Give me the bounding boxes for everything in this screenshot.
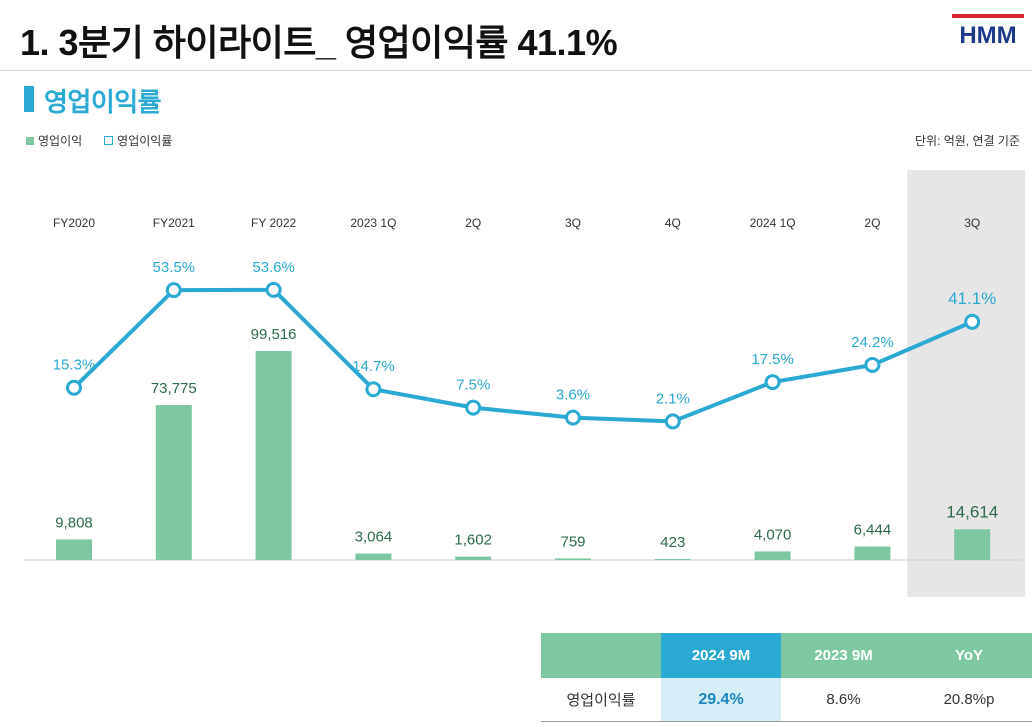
bar (754, 551, 791, 560)
summary-table: 2024 9M 2023 9M YoY 영업이익률 29.4% 8.6% 20.… (541, 633, 1032, 722)
line-marker (165, 282, 182, 299)
line-value-label: 17.5% (751, 351, 794, 368)
logo-text: HMM (959, 22, 1016, 46)
category-label: 3Q (565, 216, 581, 230)
legend-bar-swatch (26, 136, 34, 145)
category-label: 2Q (864, 216, 880, 230)
bar (954, 529, 991, 560)
legend-line-swatch (104, 136, 114, 145)
line-value-label: 15.3% (53, 357, 96, 374)
bar-value-label: 1,602 (454, 532, 492, 549)
category-label: 2024 1Q (750, 216, 796, 230)
line-marker (764, 374, 781, 391)
summary-header-2023-9m: 2023 9M (781, 633, 906, 678)
bar (854, 546, 891, 560)
bar (654, 559, 691, 560)
legend-bar-label: 영업이익 (38, 134, 83, 148)
category-label: 2023 1Q (350, 216, 396, 230)
summary-header-2024-9m: 2024 9M (661, 633, 781, 678)
line-value-label: 53.5% (153, 259, 196, 276)
line-value-label: 41.1% (948, 289, 996, 308)
line-marker (265, 281, 282, 298)
category-label: 4Q (665, 216, 681, 230)
bar (155, 405, 192, 560)
bar-value-label: 9,808 (55, 514, 93, 531)
line-value-label: 53.6% (252, 259, 295, 276)
summary-cell-yoy: 20.8%p (906, 678, 1032, 722)
highlight-column (907, 170, 1026, 597)
line-marker (864, 356, 881, 373)
line-value-label: 24.2% (851, 334, 894, 351)
category-label: 3Q (964, 216, 980, 230)
bar (455, 556, 492, 560)
bar-value-label: 3,064 (355, 529, 393, 546)
logo-red-stripe (952, 14, 1024, 18)
profit-chart: FY2020 FY2021 FY 2022 2023 1Q 2Q 3Q 4Q 2024 1Q 2… (24, 170, 1026, 597)
bar-value-label: 6,444 (854, 521, 892, 538)
line-value-label: 7.5% (456, 377, 490, 394)
summary-row-label: 영업이익률 (541, 678, 661, 722)
bar-value-label: 4,070 (754, 526, 792, 543)
category-label: FY2021 (153, 216, 195, 230)
line-value-label: 2.1% (656, 390, 690, 407)
line-value-label: 14.7% (352, 358, 395, 375)
bar-value-label: 759 (560, 533, 585, 550)
title-divider (0, 70, 1032, 71)
category-label: 2Q (465, 216, 481, 230)
line-marker (565, 409, 581, 426)
page-title: 1. 3분기 하이라이트_ 영업이익률 41.1% (20, 22, 618, 63)
summary-header-yoy: YoY (906, 633, 1032, 678)
line-marker (664, 413, 681, 430)
summary-cell-2024-9m: 29.4% (661, 678, 781, 722)
section-marker (24, 86, 34, 112)
line-value-label: 3.6% (556, 387, 590, 404)
summary-row: 영업이익률 29.4% 8.6% 20.8%p (541, 678, 1032, 722)
summary-header-blank (541, 633, 661, 678)
bar (555, 558, 591, 560)
bar (355, 553, 392, 560)
line-marker (365, 381, 382, 398)
category-label: FY2020 (53, 216, 95, 230)
unit-note: 단위: 억원, 연결 기준 (915, 134, 1020, 148)
hmm-logo: HMM (952, 14, 1024, 46)
bar-value-label: 14,614 (946, 502, 998, 521)
summary-cell-2023-9m: 8.6% (781, 678, 906, 722)
margin-line (72, 287, 973, 424)
summary-header-row: 2024 9M 2023 9M YoY (541, 633, 1032, 678)
line-marker (66, 379, 82, 396)
bar-value-label: 99,516 (251, 326, 297, 343)
line-marker (964, 313, 981, 330)
section-title: 영업이익률 (44, 87, 162, 117)
category-label: FY 2022 (251, 216, 296, 230)
bar (255, 351, 292, 560)
bar-value-label: 423 (660, 534, 685, 551)
line-marker (465, 399, 482, 416)
legend-line-label: 영업이익률 (117, 134, 173, 148)
bar-value-label: 73,775 (151, 380, 197, 397)
bar (56, 539, 92, 560)
chart-legend: 영업이익 영업이익률 (26, 132, 172, 149)
